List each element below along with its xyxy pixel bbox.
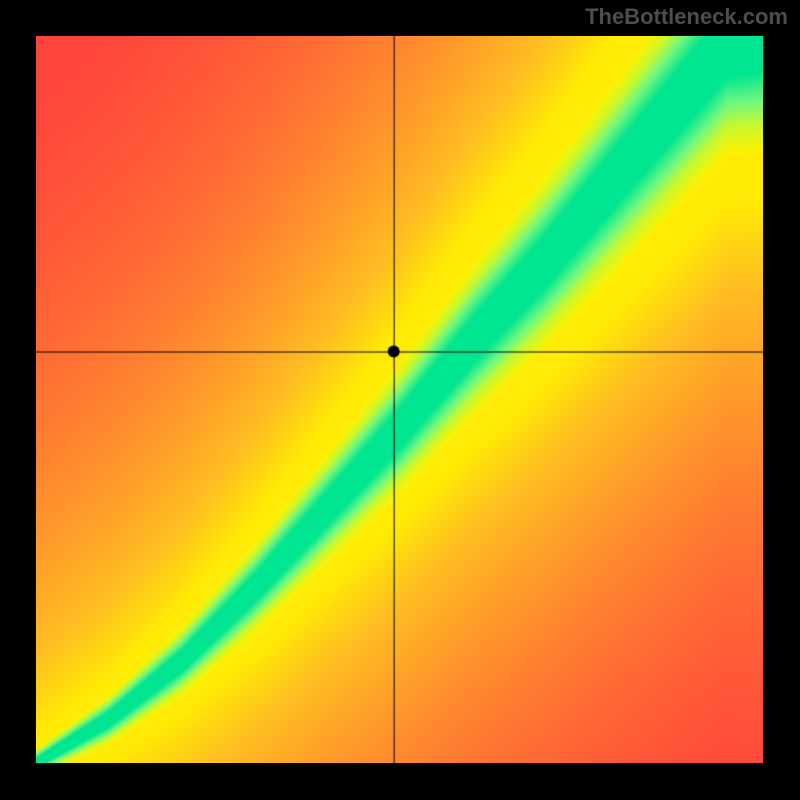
heatmap-canvas — [36, 36, 763, 763]
attribution-text: TheBottleneck.com — [585, 4, 788, 30]
plot-area — [36, 36, 763, 763]
chart-container: TheBottleneck.com — [0, 0, 800, 800]
